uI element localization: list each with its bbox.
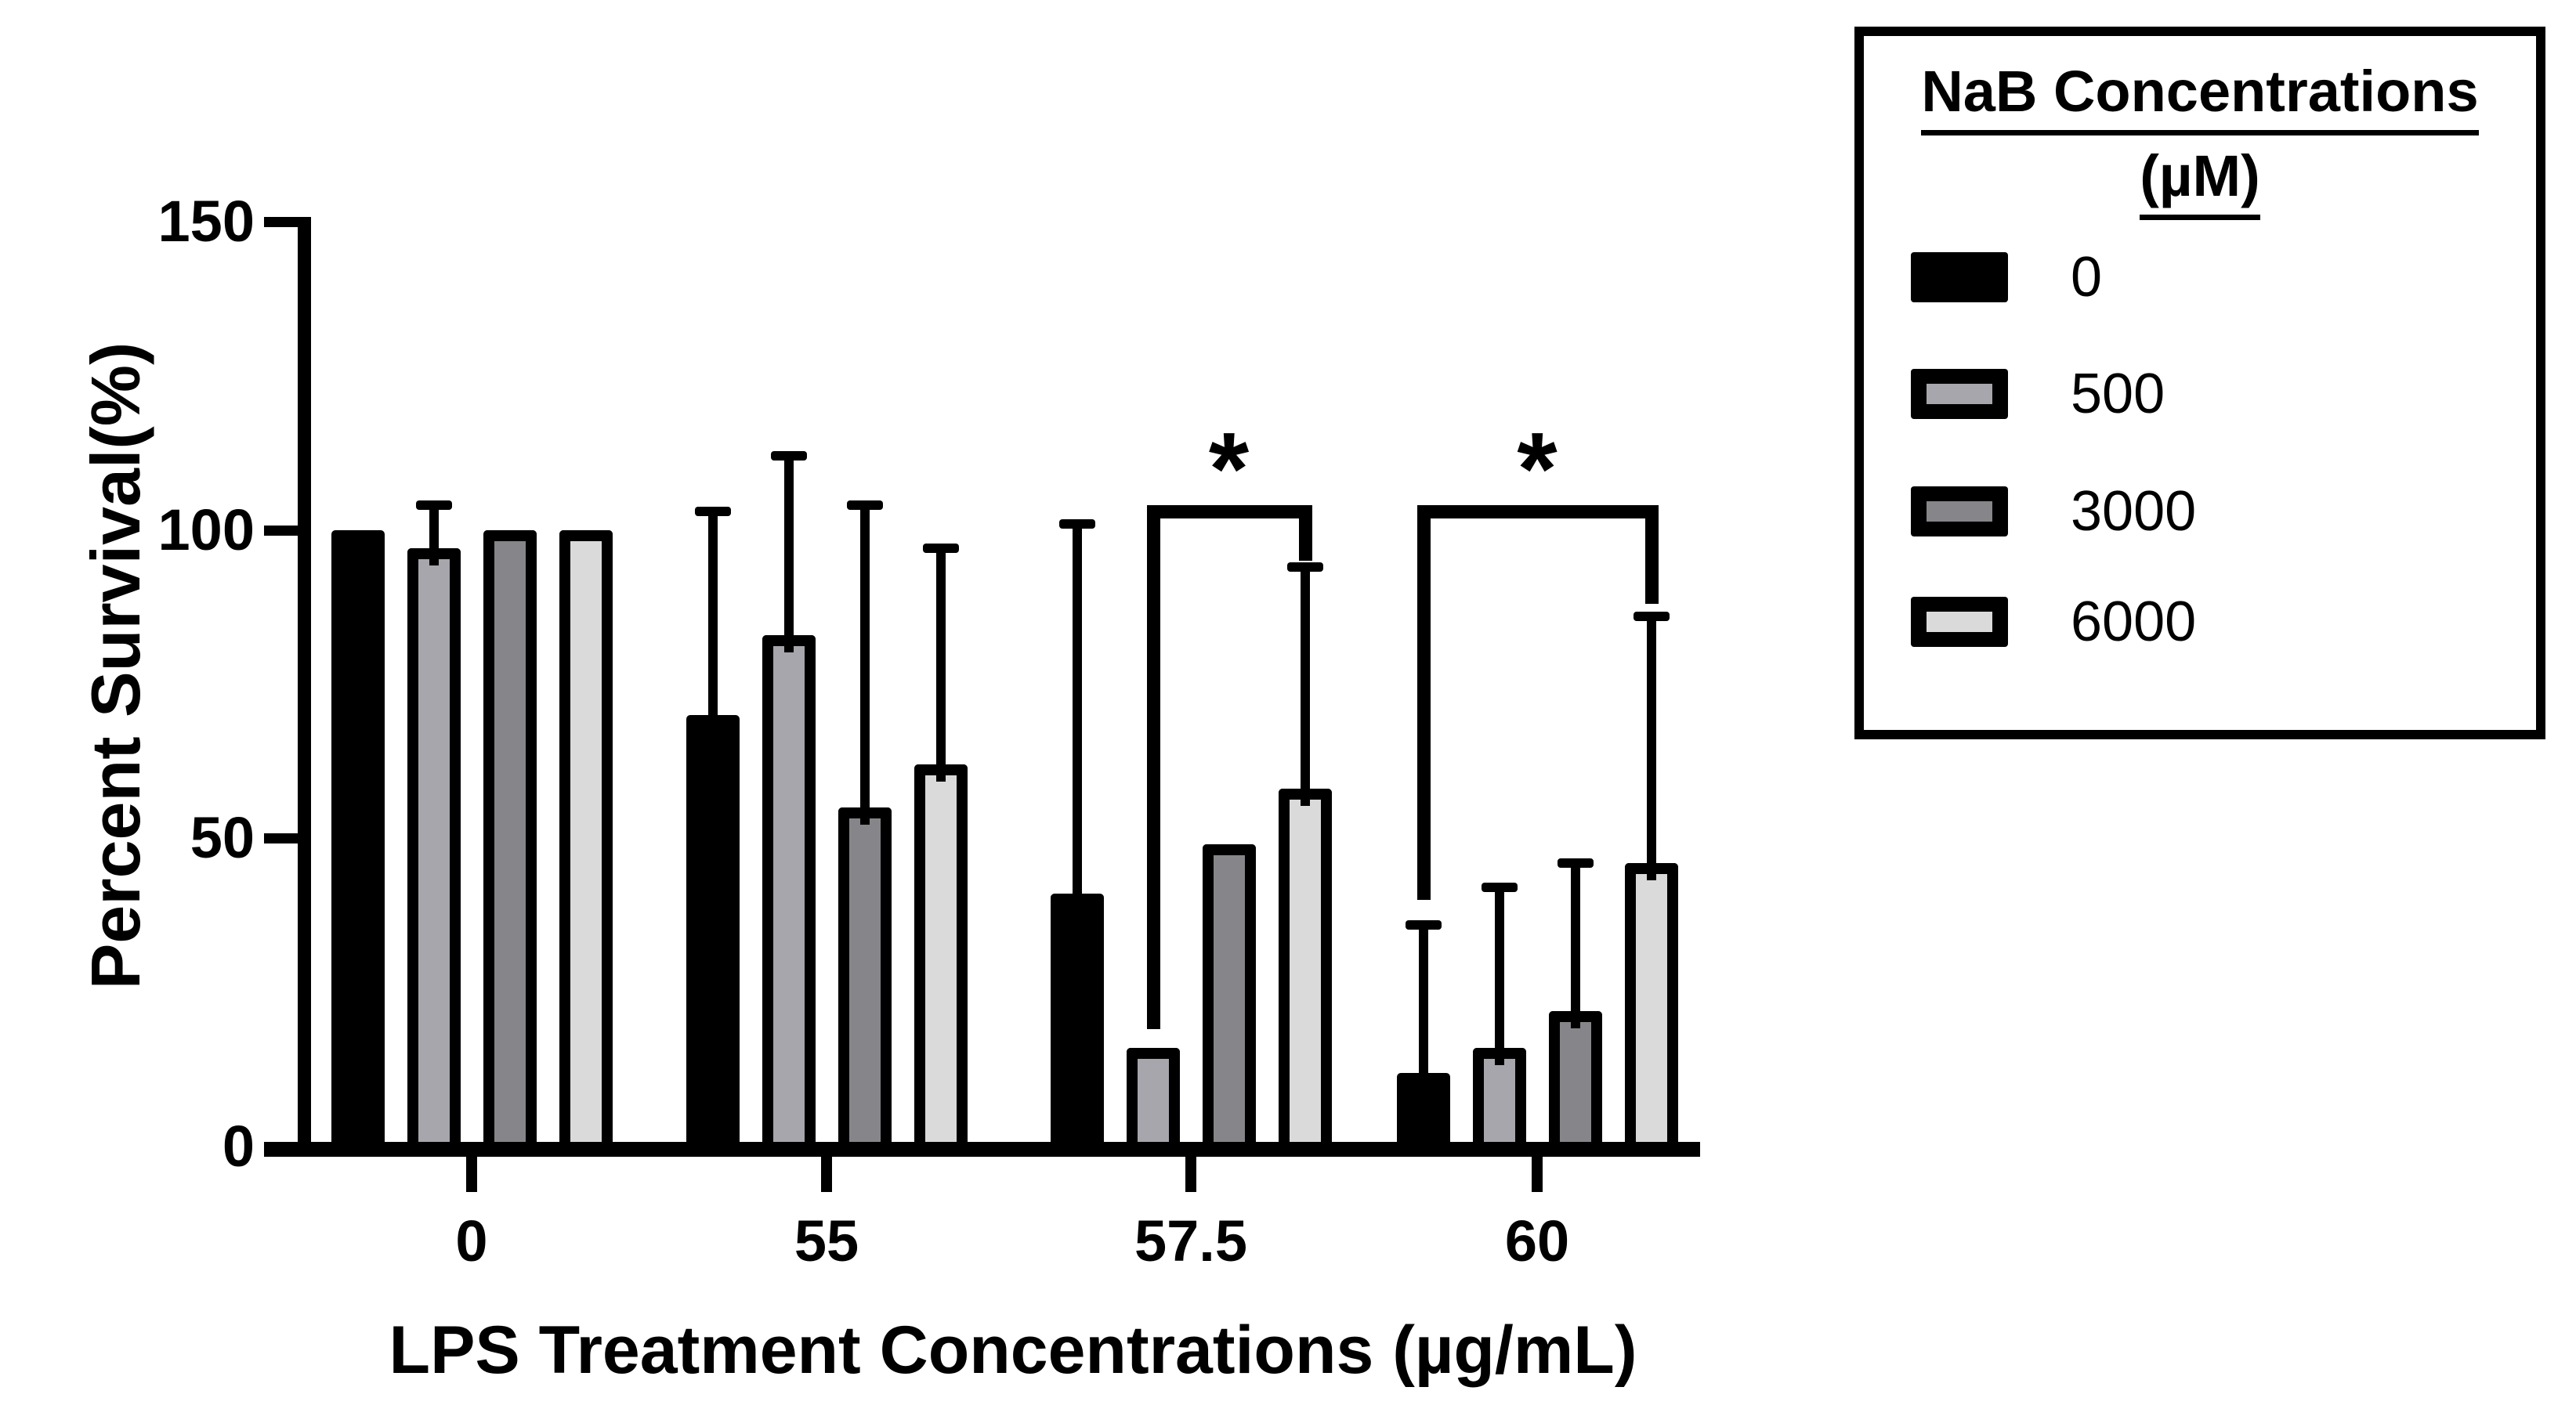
error-bar-cap xyxy=(1405,920,1442,930)
legend-item: 500 xyxy=(1911,366,2165,422)
legend-item: 0 xyxy=(1911,249,2102,305)
bar-6000-lps57.5 xyxy=(1278,789,1332,1142)
x-axis-tick xyxy=(1532,1157,1543,1192)
legend-item-label: 500 xyxy=(2071,363,2165,425)
error-bar-cap xyxy=(415,500,452,510)
y-axis-tick-label: 100 xyxy=(157,497,255,562)
error-bar-stem xyxy=(1494,887,1504,1065)
error-bar-stem xyxy=(935,548,946,782)
legend-swatch-fill xyxy=(1927,612,1992,632)
legend-swatch xyxy=(1911,486,2008,536)
significance-bracket-left xyxy=(1416,505,1431,900)
x-axis-tick-label: 60 xyxy=(1504,1208,1570,1273)
significance-bracket-right xyxy=(1298,505,1312,561)
significance-star: * xyxy=(1517,411,1558,526)
error-bar-stem xyxy=(1570,863,1580,1028)
y-axis-tick xyxy=(264,833,298,843)
legend-item-label: 6000 xyxy=(2071,591,2197,653)
error-bar-cap xyxy=(1633,612,1670,621)
bar-6000-lps60 xyxy=(1624,863,1678,1142)
x-axis-title: LPS Treatment Concentrations (µg/mL) xyxy=(389,1313,1637,1388)
legend-item: 3000 xyxy=(1911,483,2196,540)
bar-500-lps57.5 xyxy=(1126,1048,1180,1142)
legend-subtitle: (µM) xyxy=(2140,143,2260,220)
significance-bracket-left xyxy=(1146,505,1160,1029)
legend-item-label: 0 xyxy=(2071,246,2103,309)
bar-500-lps55 xyxy=(762,635,816,1142)
error-bar-stem xyxy=(859,505,870,825)
y-axis-title: Percent Survival(%) xyxy=(77,341,154,990)
error-bar-cap xyxy=(1557,858,1594,868)
legend-title-row: NaB Concentrations xyxy=(1864,58,2536,135)
bar-3000-lps0 xyxy=(483,530,537,1142)
bar-3000-lps55 xyxy=(838,807,892,1142)
error-bar-stem xyxy=(1300,567,1310,806)
legend-box: NaB Concentrations (µM) 0 500 3000 6000 xyxy=(1854,27,2545,739)
x-axis-tick-label: 57.5 xyxy=(1134,1208,1248,1273)
error-bar-stem xyxy=(429,505,439,565)
error-bar-stem xyxy=(1418,925,1428,1090)
error-bar-stem xyxy=(783,456,794,652)
error-bar-cap xyxy=(694,507,731,516)
significance-bracket xyxy=(1416,505,1658,518)
bar-6000-lps55 xyxy=(914,764,968,1142)
y-axis-tick xyxy=(264,526,298,536)
x-axis-tick-label: 55 xyxy=(794,1208,859,1273)
significance-bracket-right xyxy=(1644,505,1659,604)
legend-swatch-fill xyxy=(1927,501,1992,522)
legend-item-label: 3000 xyxy=(2071,480,2197,543)
legend-item: 6000 xyxy=(1911,594,2196,650)
bar-0-lps0 xyxy=(331,530,385,1142)
x-axis-tick xyxy=(466,1157,477,1192)
error-bar-cap xyxy=(1286,562,1323,572)
legend-swatch-fill xyxy=(1927,384,1992,404)
y-axis-tick-label: 50 xyxy=(190,805,255,870)
x-axis-tick xyxy=(1185,1157,1196,1192)
legend-swatch xyxy=(1911,597,2008,647)
y-axis-line xyxy=(298,217,311,1157)
error-bar-stem xyxy=(707,511,718,732)
error-bar-cap xyxy=(1481,883,1518,892)
bar-3000-lps60 xyxy=(1548,1011,1602,1142)
legend-swatch-fill xyxy=(1927,267,1992,287)
error-bar-cap xyxy=(922,544,959,553)
error-bar-cap xyxy=(846,500,883,510)
error-bar-cap xyxy=(1058,519,1095,529)
legend-title: NaB Concentrations xyxy=(1921,58,2479,135)
y-axis-tick-label: 0 xyxy=(222,1114,255,1179)
error-bar-stem xyxy=(1072,524,1082,911)
legend-swatch xyxy=(1911,369,2008,419)
significance-bracket xyxy=(1146,505,1312,518)
x-axis-tick xyxy=(821,1157,832,1192)
bar-3000-lps57.5 xyxy=(1202,844,1256,1142)
bar-500-lps0 xyxy=(407,548,461,1142)
bar-0-lps57.5 xyxy=(1050,894,1104,1142)
bar-6000-lps0 xyxy=(559,530,613,1142)
legend-subtitle-row: (µM) xyxy=(1864,143,2536,220)
x-axis-tick-label: 0 xyxy=(455,1208,488,1273)
y-axis-tick xyxy=(264,217,298,227)
error-bar-cap xyxy=(770,451,807,461)
bar-0-lps55 xyxy=(686,715,740,1142)
x-axis-line xyxy=(264,1142,1700,1157)
error-bar-stem xyxy=(1646,616,1656,880)
y-axis-tick-label: 150 xyxy=(157,189,255,254)
legend-swatch xyxy=(1911,252,2008,302)
significance-star: * xyxy=(1208,411,1250,526)
y-axis-tick xyxy=(264,1142,298,1152)
